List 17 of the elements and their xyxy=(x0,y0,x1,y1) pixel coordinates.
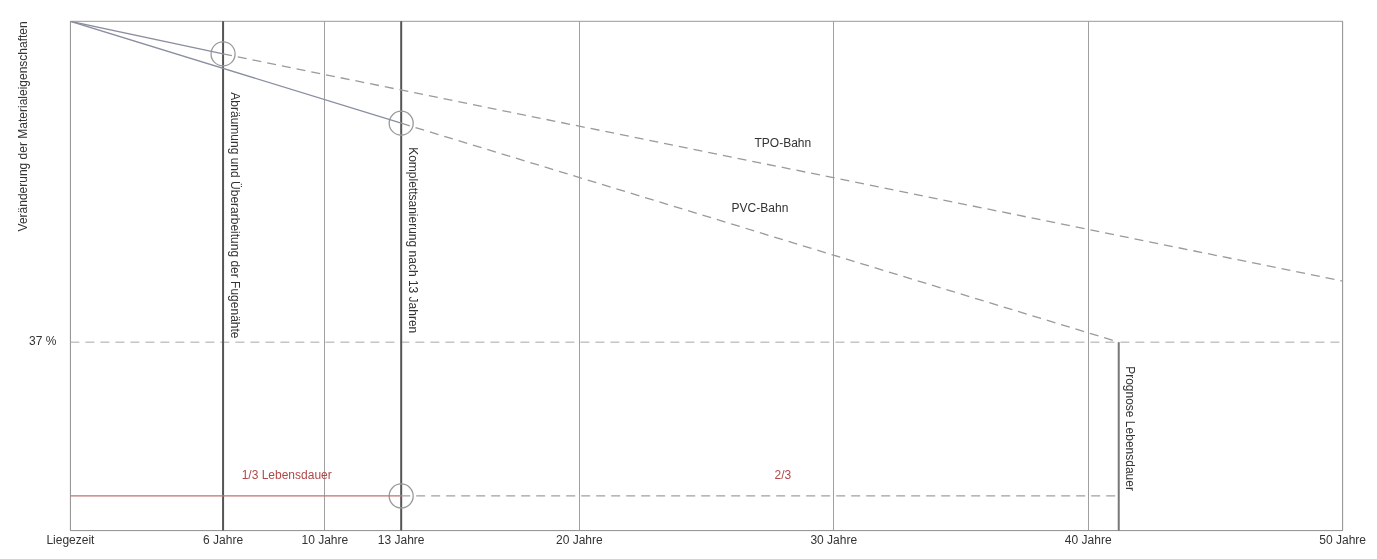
ref-line-label: Prognose Lebensdauer xyxy=(1123,366,1138,491)
x-tick-label: 30 Jahre xyxy=(810,533,858,548)
x-tick-label: 6 Jahre xyxy=(203,533,244,548)
x-tick-label: 10 Jahre xyxy=(301,533,349,548)
ref-line-label: 37 % xyxy=(29,334,57,349)
x-tick-label: 50 Jahre xyxy=(1319,533,1367,548)
ref-line-label: Abräumung und Überarbeitung der Fugenähte xyxy=(227,92,242,339)
x-tick-label: 20 Jahre xyxy=(555,533,603,548)
y-axis-title: Veränderung der Materialeigenschaften xyxy=(15,21,30,232)
annotation: 2/3 xyxy=(774,468,792,483)
ref-line-label: Komplettsanierung nach 13 Jahren xyxy=(405,147,420,334)
x-tick-label: 13 Jahre xyxy=(377,533,425,548)
series-label: PVC-Bahn xyxy=(731,200,789,215)
x-tick-label: Liegezeit xyxy=(46,533,96,548)
annotation: 1/3 Lebensdauer xyxy=(241,468,332,483)
series-label: TPO-Bahn xyxy=(754,135,812,150)
x-tick-label: 40 Jahre xyxy=(1064,533,1112,548)
